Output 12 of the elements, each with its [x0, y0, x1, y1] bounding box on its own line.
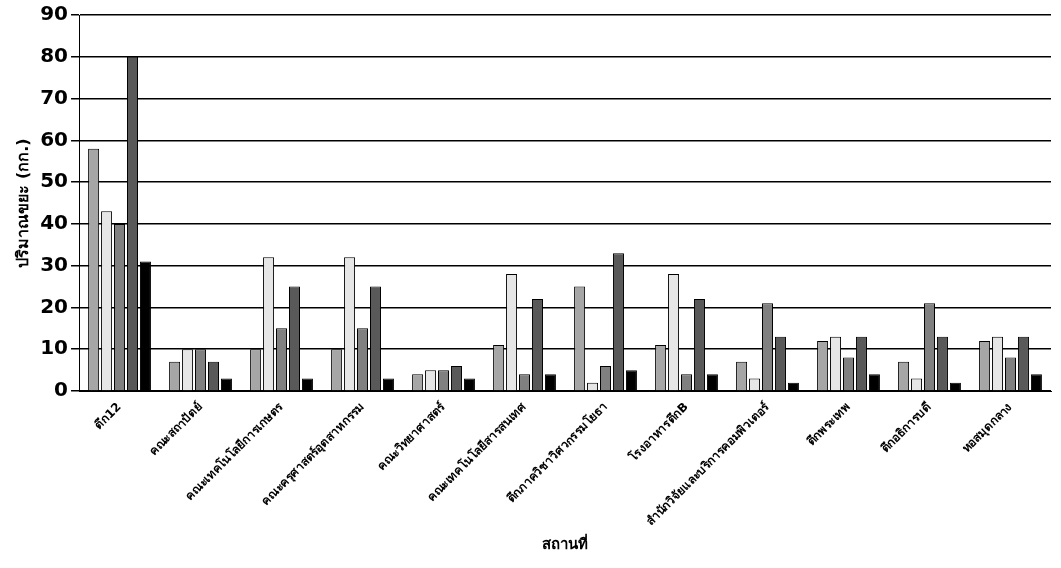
y-tick-label: 70	[40, 84, 69, 109]
y-tick-label: 80	[40, 42, 69, 67]
y-tick-label: 40	[40, 210, 69, 235]
y-tick-label: 20	[40, 293, 69, 318]
y-tick-label: 10	[40, 335, 69, 360]
x-axis-title: สถานที่	[542, 532, 589, 553]
y-tick-label: 0	[54, 377, 69, 402]
y-tick-label: 30	[40, 251, 69, 276]
y-tick-label: 50	[40, 168, 69, 193]
y-tick-label: 90	[40, 1, 69, 26]
y-tick-label: 60	[40, 126, 69, 151]
y-axis-title: ปริมาณขยะ (กก.)	[12, 138, 32, 268]
